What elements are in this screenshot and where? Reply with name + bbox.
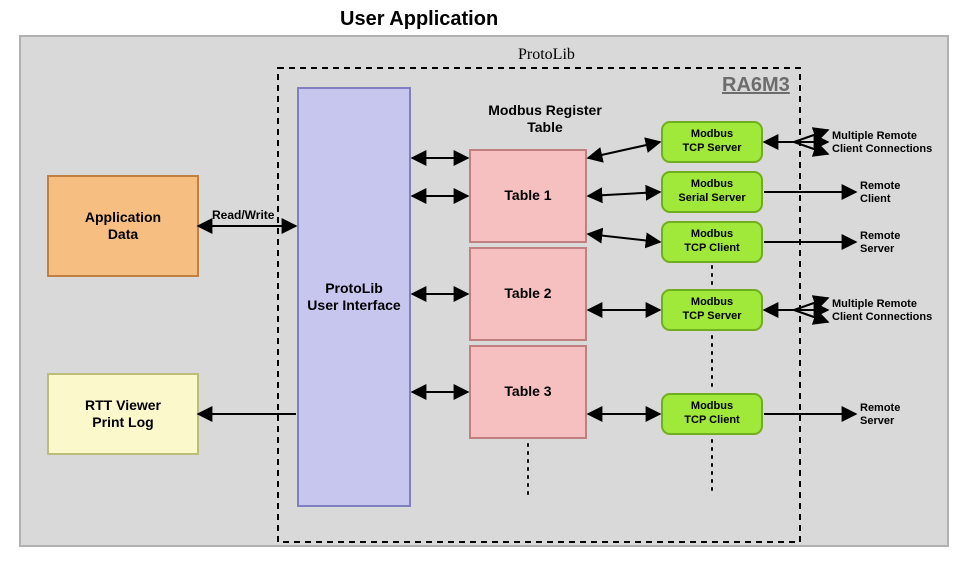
label-remote-4: RemoteServer: [860, 402, 900, 427]
box-table-1: Table 1: [470, 150, 586, 242]
label-read-write: Read/Write: [212, 208, 274, 222]
box-rtt-viewer: RTT ViewerPrint Log: [48, 374, 198, 454]
label-remote-2: RemoteServer: [860, 230, 900, 255]
label-protolib: ProtoLib: [518, 46, 575, 64]
label-modbus-register-table: Modbus RegisterTable: [480, 102, 610, 136]
box-modbus-0: ModbusTCP Server: [662, 122, 762, 162]
label-ra6m3: RA6M3: [722, 74, 790, 97]
box-protolib-ui: ProtoLibUser Interface: [298, 88, 410, 506]
box-application-data: ApplicationData: [48, 176, 198, 276]
box-modbus-4: ModbusTCP Client: [662, 394, 762, 434]
box-table-2: Table 2: [470, 248, 586, 340]
box-modbus-3: ModbusTCP Server: [662, 290, 762, 330]
title-user-application: User Application: [340, 8, 498, 31]
box-modbus-2: ModbusTCP Client: [662, 222, 762, 262]
box-table-3: Table 3: [470, 346, 586, 438]
label-remote-0: Multiple RemoteClient Connections: [832, 130, 932, 155]
box-modbus-1: ModbusSerial Server: [662, 172, 762, 212]
label-remote-1: RemoteClient: [860, 180, 900, 205]
label-remote-3: Multiple RemoteClient Connections: [832, 298, 932, 323]
